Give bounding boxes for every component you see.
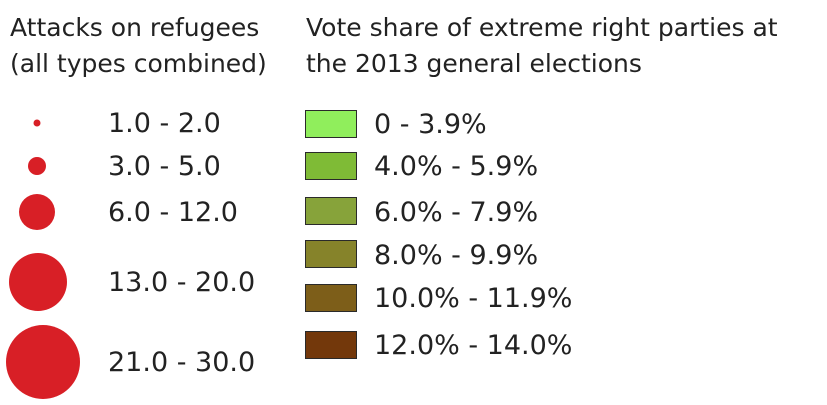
attacks-legend-title-line2: (all types combined) xyxy=(10,49,267,78)
attacks-class-label-2: 3.0 - 5.0 xyxy=(108,151,221,182)
attacks-symbol-3 xyxy=(19,194,55,230)
vote-share-swatch-4 xyxy=(305,240,357,268)
attacks-class-label-4: 13.0 - 20.0 xyxy=(108,267,256,298)
attacks-legend-title-line1: Attacks on refugees xyxy=(10,13,260,42)
vote-share-swatch-1 xyxy=(305,110,357,138)
attacks-symbol-1 xyxy=(33,119,41,127)
vote-share-class-label-5: 10.0% - 11.9% xyxy=(374,283,573,314)
attacks-class-label-3: 6.0 - 12.0 xyxy=(108,197,238,228)
vote-share-class-label-2: 4.0% - 5.9% xyxy=(374,151,539,182)
attacks-symbol-2 xyxy=(28,157,46,175)
vote-share-swatch-3 xyxy=(305,197,357,225)
vote-share-class-label-6: 12.0% - 14.0% xyxy=(374,330,573,361)
attacks-class-label-1: 1.0 - 2.0 xyxy=(108,108,221,139)
vote-share-legend-title: Vote share of extreme right parties at t… xyxy=(306,10,778,82)
vote-share-class-label-4: 8.0% - 9.9% xyxy=(374,240,539,271)
attacks-class-label-5: 21.0 - 30.0 xyxy=(108,347,256,378)
vote-share-legend-title-line1: Vote share of extreme right parties at xyxy=(306,13,778,42)
vote-share-swatch-5 xyxy=(305,284,357,312)
attacks-symbol-4 xyxy=(9,253,67,311)
vote-share-swatch-2 xyxy=(305,152,357,180)
attacks-legend-title: Attacks on refugees (all types combined) xyxy=(10,10,267,82)
attacks-symbol-5 xyxy=(6,325,80,399)
vote-share-class-label-3: 6.0% - 7.9% xyxy=(374,197,539,228)
vote-share-swatch-6 xyxy=(305,331,357,359)
vote-share-class-label-1: 0 - 3.9% xyxy=(374,109,487,140)
vote-share-legend-title-line2: the 2013 general elections xyxy=(306,49,642,78)
